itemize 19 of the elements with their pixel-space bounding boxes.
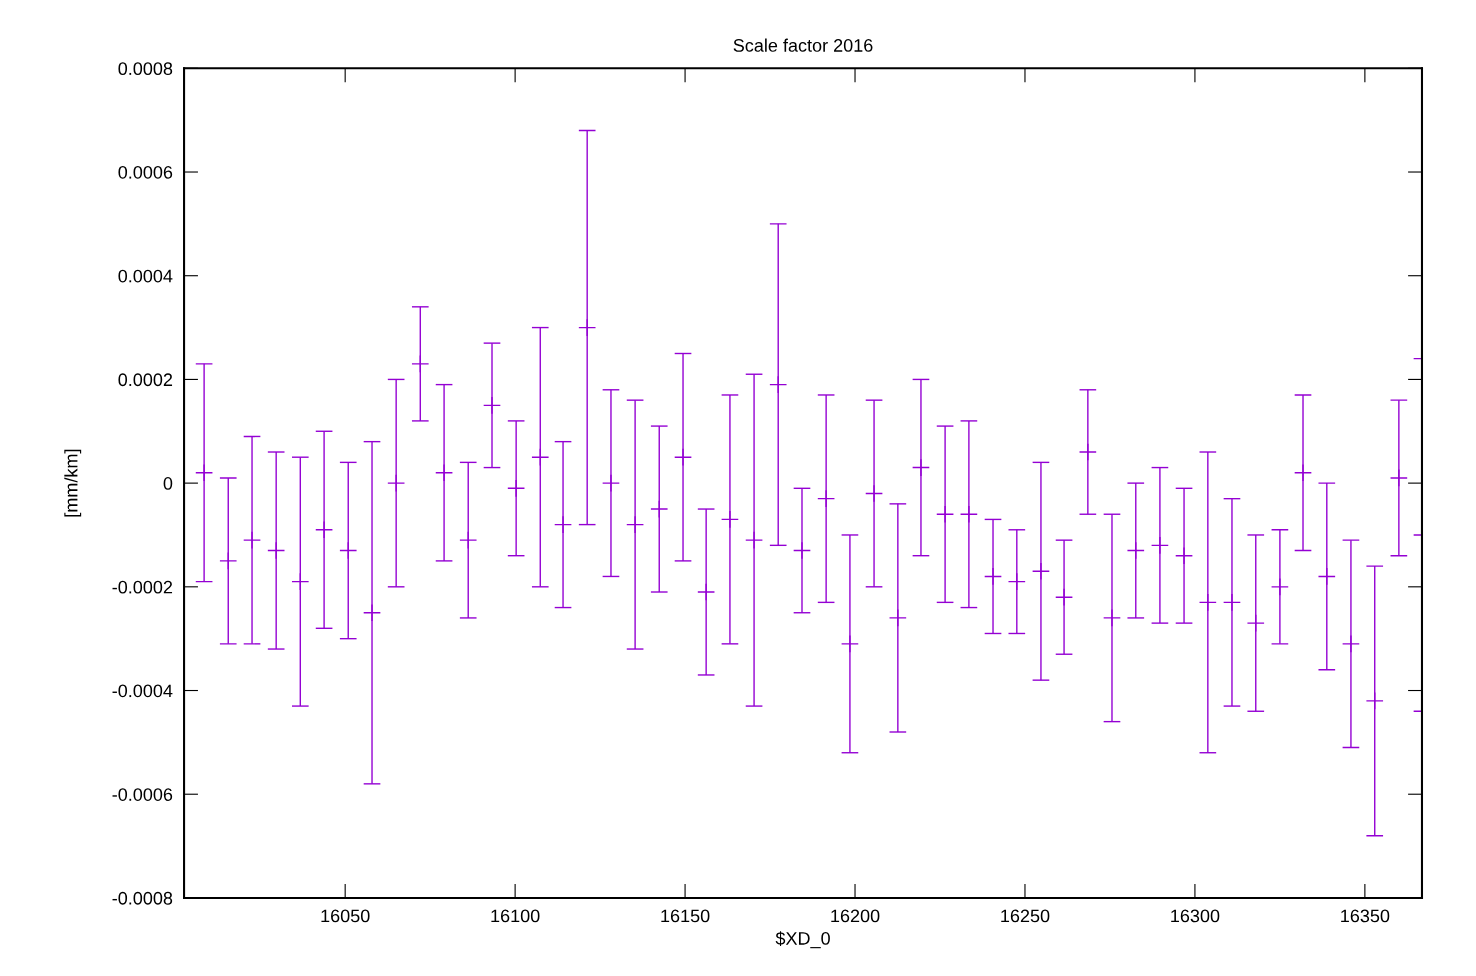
y-tick-label: 0.0006 xyxy=(118,165,173,179)
y-axis-title: [mm/km] xyxy=(64,449,82,517)
x-tick-label: 16300 xyxy=(1171,909,1220,923)
y-tick-label: 0.0002 xyxy=(118,373,173,387)
y-tick-label: 0.0004 xyxy=(118,269,173,283)
y-tick-label: 0.0008 xyxy=(118,62,173,76)
y-tick-label: -0.0002 xyxy=(112,580,173,594)
x-tick-label: 16100 xyxy=(491,909,540,923)
x-tick-label: 16150 xyxy=(661,909,710,923)
x-tick-label: 16200 xyxy=(831,909,880,923)
x-axis-title: $XD_0 xyxy=(775,931,830,949)
chart-title: Scale factor 2016 xyxy=(733,38,873,52)
x-tick-label: 16250 xyxy=(1001,909,1050,923)
x-tick-label: 16350 xyxy=(1341,909,1390,923)
x-tick-label: 16050 xyxy=(321,909,370,923)
y-tick-label: -0.0004 xyxy=(112,684,173,698)
y-tick-label: -0.0006 xyxy=(112,788,173,801)
y-tick-label: 0 xyxy=(163,477,173,490)
y-tick-label: -0.0008 xyxy=(112,891,173,905)
